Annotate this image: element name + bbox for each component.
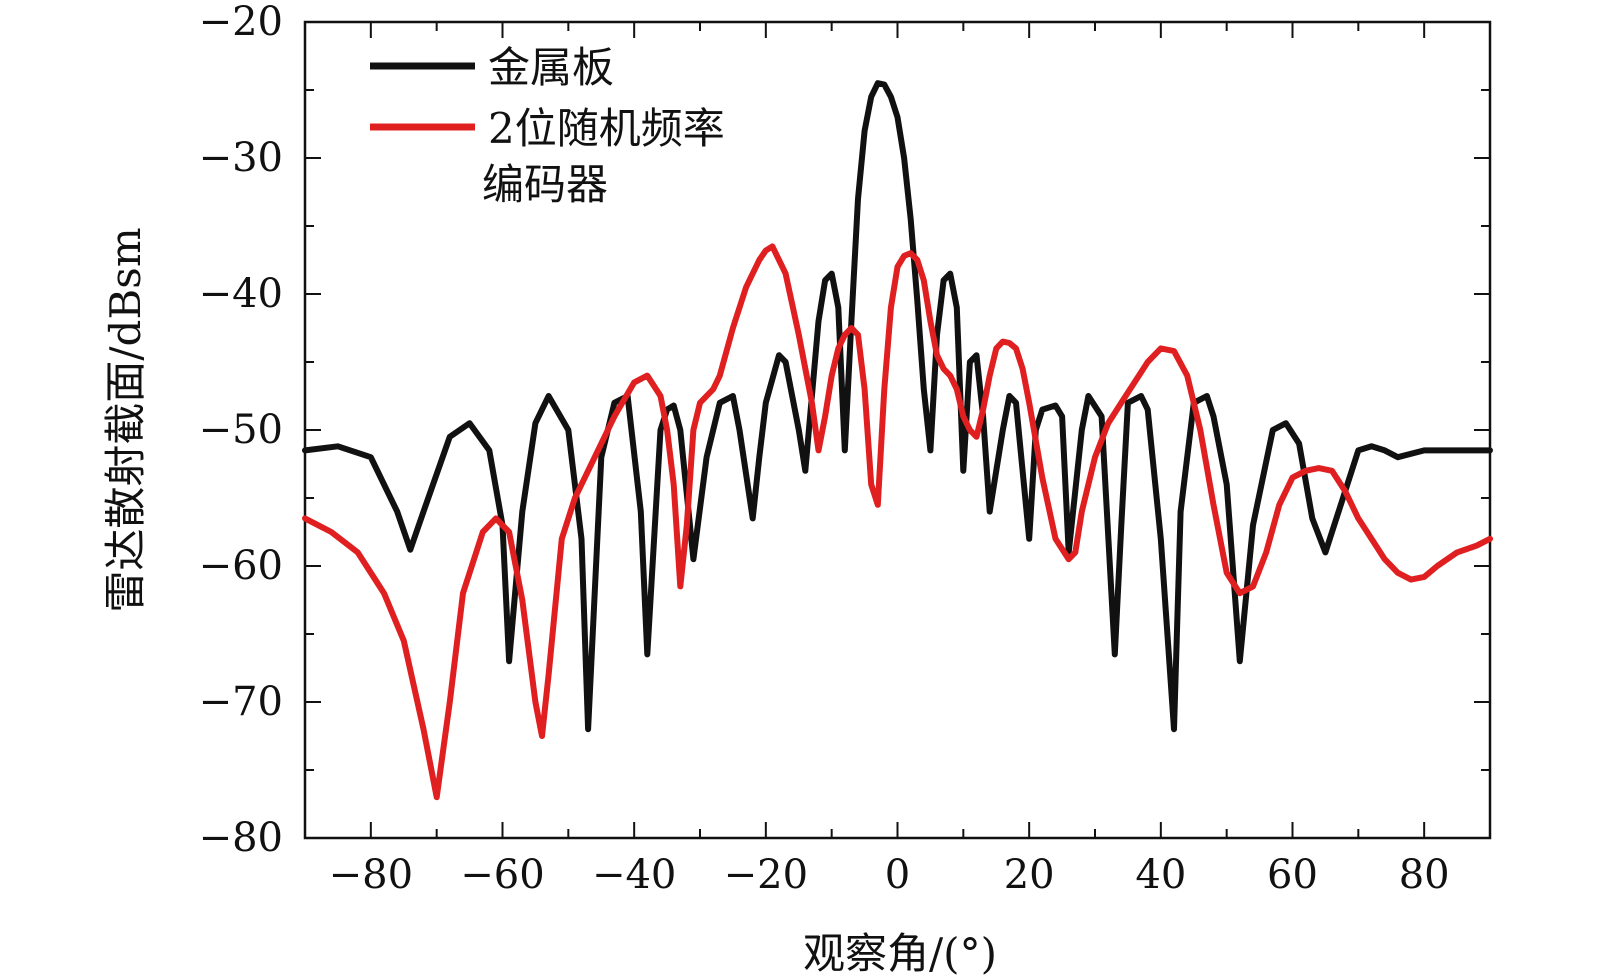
y-tick-label: −70: [199, 679, 283, 725]
y-tick-label: −80: [199, 815, 283, 861]
x-tick-label: 80: [1399, 852, 1450, 898]
y-axis-title: 雷达散射截面/dBsm: [101, 227, 150, 612]
y-tick-label: −40: [199, 271, 283, 317]
x-tick-label: 20: [1004, 852, 1055, 898]
axes: −80 −60 −40 −20 0 20 40 60 80 −80 −70 −60 −50 −40 −30 −…: [199, 0, 1492, 898]
y-tick-label: −30: [199, 135, 283, 181]
y-tick-label: −50: [199, 407, 283, 453]
x-tick-label: 0: [885, 852, 910, 898]
x-tick-label: −20: [724, 852, 808, 898]
legend-label-series-2: 2位随机频率编码器: [482, 104, 725, 209]
x-tick-label: −60: [460, 852, 544, 898]
series-lines: [302, 80, 1493, 801]
series-line-1: [302, 80, 1493, 733]
x-tick-label: 60: [1267, 852, 1318, 898]
x-tick-label: −40: [592, 852, 676, 898]
plot-frame: [303, 20, 1492, 840]
legend-label-series-1: 金属板: [488, 43, 614, 92]
y-tick-label: −60: [199, 543, 283, 589]
x-axis-title: 观察角/(°): [803, 929, 997, 978]
series-line-2: [302, 243, 1493, 801]
y-tick-label: −20: [199, 0, 283, 45]
x-tick-label: 40: [1135, 852, 1186, 898]
legend: 金属板 2位随机频率编码器: [370, 43, 725, 209]
x-tick-label: −80: [329, 852, 413, 898]
